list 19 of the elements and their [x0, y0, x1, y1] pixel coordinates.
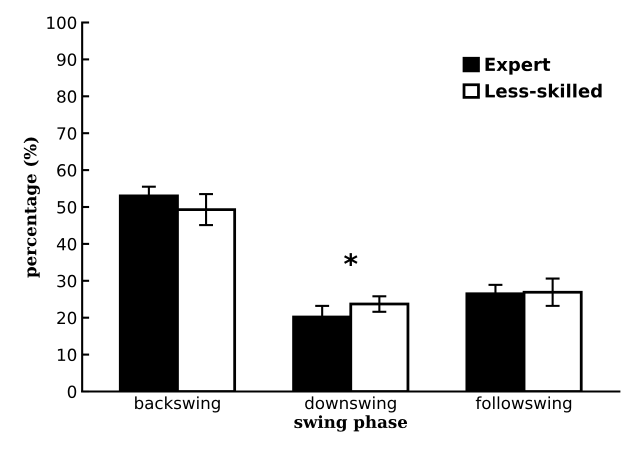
x-tick-label: followswing [476, 396, 572, 412]
y-tick-label: 90 [57, 53, 76, 66]
y-tick-label: 10 [58, 348, 76, 362]
annotation: * [344, 253, 358, 266]
y-tick-label: 60 [57, 164, 76, 177]
y-tick-label: 40 [56, 238, 76, 250]
legend-label: Less-skilled [486, 84, 602, 98]
y-tick-label: 70 [57, 127, 76, 140]
y-tick-label: 80 [57, 90, 76, 103]
y-tick-label: 50 [57, 200, 76, 214]
y-tick-label: 30 [57, 274, 76, 288]
y-tick-label: 100 [47, 16, 76, 30]
y-tick-label: 20 [57, 312, 76, 324]
x-axis-title: swing phase [294, 415, 408, 432]
y-tick-label: 0 [68, 385, 76, 398]
legend-label: Expert [486, 58, 550, 75]
y-axis-title: percentage (%) [24, 138, 40, 278]
x-tick-label: backswing [135, 396, 220, 412]
x-tick-label: downswing [305, 396, 396, 412]
